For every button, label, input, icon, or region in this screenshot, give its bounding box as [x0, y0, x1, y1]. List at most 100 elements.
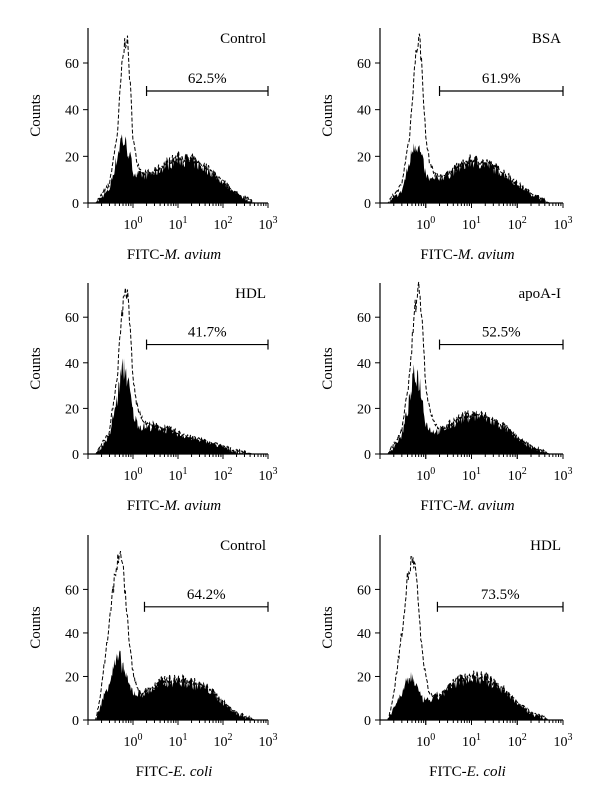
x-tick-label: 100 — [124, 466, 143, 484]
condition-label: Control — [220, 31, 266, 47]
outline-histogram-f — [380, 555, 563, 721]
y-tick-label-20: 20 — [357, 150, 371, 165]
y-tick-label-60: 60 — [65, 311, 79, 326]
y-tick-label-40: 40 — [357, 104, 371, 119]
y-tick-label-40: 40 — [65, 104, 79, 119]
y-tick-label-0: 0 — [72, 197, 79, 212]
outline-histogram-b — [380, 33, 563, 204]
x-tick-label: 102 — [508, 732, 527, 750]
x-tick-label: 103 — [259, 466, 278, 484]
y-tick-label-20: 20 — [65, 150, 79, 165]
condition-label: Control — [220, 538, 266, 554]
y-tick-label-60: 60 — [65, 57, 79, 72]
y-tick-label-0: 0 — [364, 197, 371, 212]
x-axis-label-prefix: FITC- — [429, 764, 467, 780]
condition-label: apoA-I — [519, 286, 561, 302]
gate-percent-label: 62.5% — [188, 71, 227, 87]
y-tick-label-40: 40 — [65, 627, 79, 642]
condition-label: BSA — [532, 31, 561, 47]
x-axis-label-prefix: FITC- — [127, 247, 165, 263]
histogram-panel-b: 0 20 40 60 100 101 102 103 61.9% BSA Counts FITC-M.… — [320, 28, 573, 263]
x-axis-label-organism: E. coli — [466, 764, 506, 780]
y-tick-label-20: 20 — [65, 402, 79, 417]
gate-percent-label: 61.9% — [482, 71, 521, 87]
filled-histogram-c — [88, 358, 268, 454]
x-axis-label-prefix: FITC- — [420, 247, 458, 263]
x-axis-label-prefix: FITC- — [420, 498, 458, 514]
y-tick-label-60: 60 — [357, 583, 371, 598]
x-tick-label: 102 — [214, 732, 233, 750]
histogram-panel-d: 0 20 40 60 100 101 102 103 52.5% apoA-I Counts FITC… — [320, 281, 573, 514]
y-tick-label-40: 40 — [357, 357, 371, 372]
gate-percent-label: 73.5% — [481, 587, 520, 603]
y-tick-label-20: 20 — [357, 402, 371, 417]
x-tick-label: 102 — [214, 466, 233, 484]
x-axis-label: FITC-M. avium — [127, 498, 221, 514]
y-tick-label-0: 0 — [364, 714, 371, 729]
y-axis-label: Counts — [320, 94, 336, 137]
gate-percent-label: 52.5% — [482, 325, 521, 341]
x-axis-label-prefix: FITC- — [136, 764, 174, 780]
histogram-panel-c: 0 20 40 60 100 101 102 103 41.7% HDL Counts FITC-M.… — [28, 283, 278, 514]
x-axis-label: FITC-M. avium — [420, 498, 514, 514]
x-tick-label: 101 — [462, 732, 481, 750]
filled-histogram-b — [380, 143, 563, 203]
y-tick-label-60: 60 — [65, 583, 79, 598]
x-axis-label: FITC-E. coli — [136, 764, 213, 780]
histogram-panel-a: 0 20 40 60 100 101 102 103 62.5% Control Counts FIT… — [28, 28, 278, 263]
x-tick-label: 102 — [508, 215, 527, 233]
y-tick-label-60: 60 — [357, 57, 371, 72]
y-tick-label-0: 0 — [72, 714, 79, 729]
filled-histogram-e — [88, 650, 268, 720]
x-axis-label-organism: M. avium — [457, 498, 515, 514]
gate-percent-label: 64.2% — [187, 587, 226, 603]
x-tick-label: 101 — [462, 466, 481, 484]
outline-histogram-e — [88, 551, 268, 721]
y-tick-label-40: 40 — [65, 357, 79, 372]
y-axis-label: Counts — [28, 347, 44, 390]
x-axis-label-prefix: FITC- — [127, 498, 165, 514]
x-tick-label: 103 — [259, 732, 278, 750]
x-tick-label: 100 — [416, 732, 435, 750]
x-tick-label: 103 — [554, 466, 573, 484]
outline-histogram-c — [88, 287, 268, 456]
y-tick-label-20: 20 — [357, 670, 371, 685]
gate-percent-label: 41.7% — [188, 325, 227, 341]
outline-histogram-a — [88, 35, 268, 204]
histogram-panel-e: 0 20 40 60 100 101 102 103 64.2% Control Counts FIT… — [28, 535, 278, 780]
y-tick-label-0: 0 — [72, 448, 79, 463]
x-tick-label: 103 — [554, 215, 573, 233]
x-tick-label: 101 — [169, 732, 188, 750]
x-tick-label: 102 — [508, 466, 527, 484]
y-axis-label: Counts — [320, 606, 336, 649]
y-axis-label: Counts — [28, 94, 44, 137]
y-axis-label: Counts — [320, 347, 336, 390]
filled-histogram-d — [380, 364, 563, 454]
x-tick-label: 100 — [124, 732, 143, 750]
filled-histogram-a — [88, 134, 268, 203]
histogram-panel-f: 0 20 40 60 100 101 102 103 73.5% HDL Counts FITC-E.… — [320, 535, 573, 780]
x-tick-label: 101 — [462, 215, 481, 233]
y-axis-label: Counts — [28, 606, 44, 649]
x-tick-label: 103 — [259, 215, 278, 233]
x-axis-label: FITC-M. avium — [127, 247, 221, 263]
x-tick-label: 102 — [214, 215, 233, 233]
x-axis-label: FITC-M. avium — [420, 247, 514, 263]
x-tick-label: 103 — [554, 732, 573, 750]
y-tick-label-20: 20 — [65, 670, 79, 685]
x-axis-label-organism: M. avium — [163, 498, 221, 514]
outline-histogram-d — [380, 281, 563, 455]
condition-label: HDL — [530, 538, 561, 554]
x-axis-label-organism: M. avium — [457, 247, 515, 263]
x-tick-label: 100 — [416, 215, 435, 233]
x-axis-label-organism: M. avium — [163, 247, 221, 263]
x-axis-label: FITC-E. coli — [429, 764, 506, 780]
x-tick-label: 100 — [416, 466, 435, 484]
y-tick-label-60: 60 — [357, 311, 371, 326]
y-tick-label-40: 40 — [357, 627, 371, 642]
x-tick-label: 101 — [169, 466, 188, 484]
condition-label: HDL — [235, 286, 266, 302]
y-tick-label-0: 0 — [364, 448, 371, 463]
x-tick-label: 100 — [124, 215, 143, 233]
